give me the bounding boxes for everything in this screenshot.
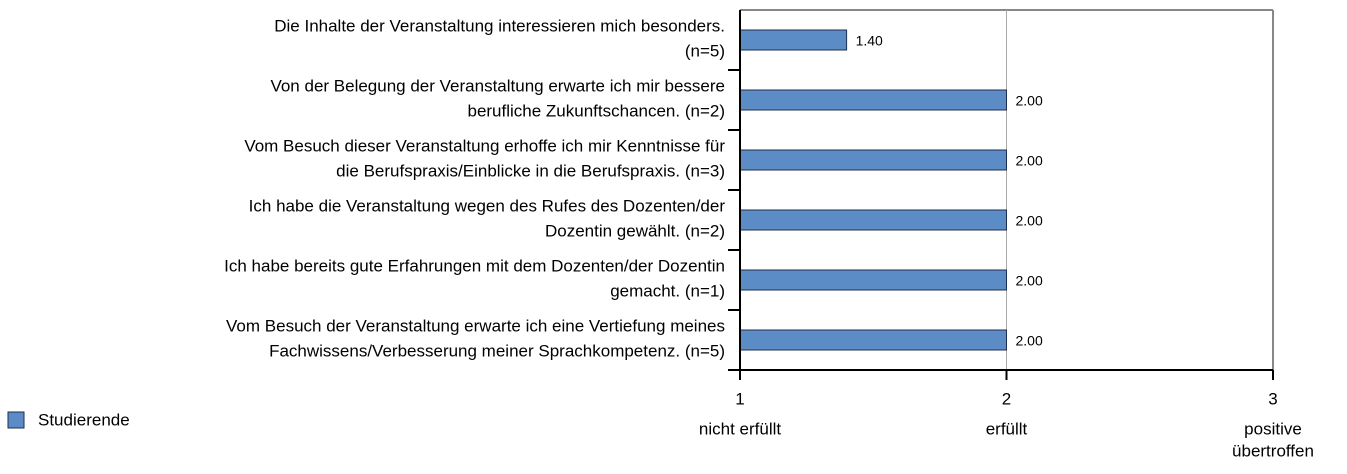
value-label: 1.40 (856, 33, 883, 49)
bar (739, 29, 848, 51)
category-label: Ich habe bereits gute Erfahrungen mit de… (224, 256, 725, 275)
category-label: Fachwissens/Verbesserung meiner Sprachko… (269, 341, 725, 360)
x-tick-description: übertroffen (1232, 441, 1314, 460)
value-label: 2.00 (1016, 93, 1043, 109)
category-label: Vom Besuch dieser Veranstaltung erhoffe … (244, 136, 725, 155)
category-label: (n=5) (685, 41, 725, 60)
bar (739, 149, 1007, 171)
category-label: Von der Belegung der Veranstaltung erwar… (270, 76, 725, 95)
x-tick-label: 3 (1268, 389, 1277, 408)
bar (739, 209, 1007, 231)
category-label: Die Inhalte der Veranstaltung interessie… (274, 16, 725, 35)
category-label: die Berufspraxis/Einblicke in die Berufs… (336, 161, 725, 180)
x-tick-description: nicht erfüllt (699, 419, 781, 438)
bar (739, 89, 1007, 111)
category-label: berufliche Zukunftschancen. (n=2) (467, 101, 725, 120)
value-label: 2.00 (1016, 333, 1043, 349)
category-label: gemacht. (n=1) (610, 281, 725, 300)
value-label: 2.00 (1016, 153, 1043, 169)
x-tick-description: erfüllt (986, 419, 1028, 438)
x-tick-description: positive (1244, 419, 1302, 438)
legend-label: Studierende (38, 410, 130, 429)
bar (739, 269, 1007, 291)
legend-swatch (7, 411, 25, 429)
x-tick-label: 1 (735, 389, 744, 408)
category-label: Ich habe die Veranstaltung wegen des Ruf… (249, 196, 726, 215)
category-label: Vom Besuch der Veranstaltung erwarte ich… (226, 316, 725, 335)
bar (739, 329, 1007, 351)
category-label: Dozentin gewählt. (n=2) (545, 221, 725, 240)
value-label: 2.00 (1016, 273, 1043, 289)
x-tick-label: 2 (1002, 389, 1011, 408)
value-label: 2.00 (1016, 213, 1043, 229)
